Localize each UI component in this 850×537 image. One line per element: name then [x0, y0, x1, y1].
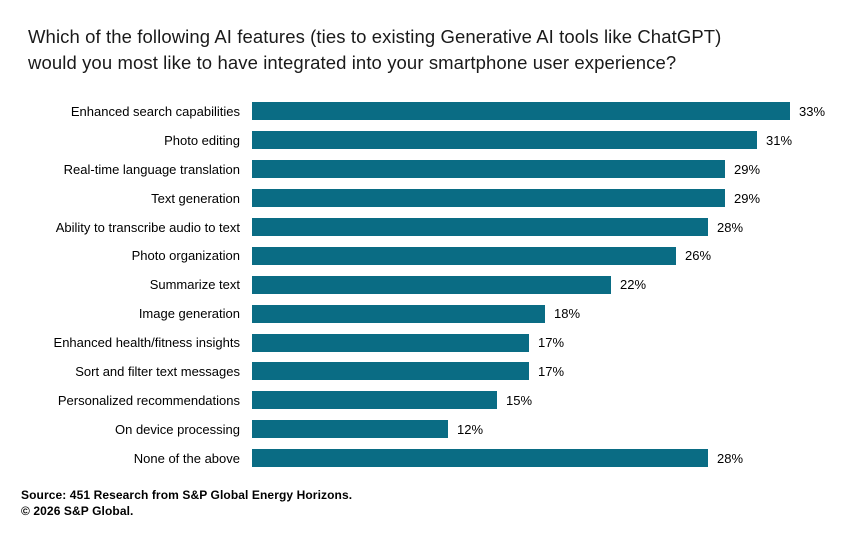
bar-track: 17% [252, 333, 850, 352]
bar [252, 102, 790, 121]
category-label: Summarize text [149, 277, 240, 293]
bar-row: Photo editing 31% [0, 126, 850, 155]
source-line: Source: 451 Research from S&P Global Ene… [21, 488, 353, 502]
bar-track: 28% [252, 449, 850, 468]
bar [252, 218, 708, 236]
category-label: Ability to transcribe audio to text [55, 219, 240, 235]
bar-row: Image generation 18% [0, 299, 850, 328]
bar [252, 362, 529, 381]
value-label: 18% [554, 306, 581, 322]
bar-row: On device processing 12% [0, 415, 850, 444]
category-label: Enhanced search capabilities [70, 103, 240, 119]
bar-track: 12% [252, 420, 850, 439]
category-label: Sort and filter text messages [75, 363, 240, 379]
chart-title-line-1: Which of the following AI features (ties… [28, 26, 722, 47]
category-label: Text generation [151, 190, 240, 206]
value-label: 28% [717, 450, 744, 466]
category-label: Enhanced health/fitness insights [53, 335, 240, 351]
bar-track: 29% [252, 189, 850, 208]
bar-track: 31% [252, 131, 850, 150]
bar-rows: Enhanced search capabilities 33% Photo e… [0, 97, 850, 473]
bar-track: 22% [252, 275, 850, 294]
category-label: Photo editing [164, 132, 240, 148]
bar [252, 391, 497, 410]
category-label: Real-time language translation [63, 161, 240, 177]
bar-track: 18% [252, 304, 850, 323]
value-label: 29% [734, 161, 761, 177]
bar-row: Sort and filter text messages 17% [0, 357, 850, 386]
category-label: Image generation [138, 306, 240, 322]
bar-track: 33% [252, 102, 850, 121]
bar-row: Enhanced search capabilities 33% [0, 97, 850, 126]
bar-track: 15% [252, 391, 850, 410]
category-label: None of the above [133, 450, 240, 466]
chart-title: Which of the following AI features (ties… [28, 24, 721, 76]
bar [252, 333, 529, 352]
bar-track: 28% [252, 218, 850, 236]
value-label: 17% [538, 363, 565, 379]
bar-row: Text generation 29% [0, 184, 850, 213]
bar-row: Real-time language translation 29% [0, 155, 850, 184]
bar-row: Photo organization 26% [0, 241, 850, 270]
copyright-line: © 2026 S&P Global. [21, 504, 134, 518]
bar-row: None of the above 28% [0, 444, 850, 473]
category-label: On device processing [114, 421, 240, 437]
bar [252, 275, 611, 294]
bar-row: Ability to transcribe audio to text 28% [0, 213, 850, 242]
bar-row: Summarize text 22% [0, 270, 850, 299]
value-label: 22% [620, 277, 647, 293]
bar-track: 17% [252, 362, 850, 381]
bar [252, 246, 676, 265]
value-label: 28% [717, 219, 744, 235]
value-label: 31% [766, 132, 793, 148]
bar-row: Personalized recommendations 15% [0, 386, 850, 415]
bar [252, 160, 725, 179]
value-label: 12% [457, 421, 484, 437]
value-label: 17% [538, 335, 565, 351]
bar-chart: Enhanced search capabilities 33% Photo e… [0, 97, 850, 473]
value-label: 26% [685, 248, 712, 264]
category-label: Photo organization [131, 248, 240, 264]
value-label: 29% [734, 190, 761, 206]
category-label: Personalized recommendations [57, 392, 240, 408]
value-label: 15% [506, 392, 533, 408]
bar [252, 189, 725, 208]
bar-row: Enhanced health/fitness insights 17% [0, 328, 850, 357]
bar [252, 449, 708, 468]
source-note: Source: 451 Research from S&P Global Ene… [21, 487, 352, 519]
bar-track: 26% [252, 246, 850, 265]
bar-track: 29% [252, 160, 850, 179]
bar [252, 304, 545, 323]
chart-title-line-2: would you most like to have integrated i… [28, 52, 677, 73]
bar [252, 420, 448, 439]
value-label: 33% [799, 103, 826, 119]
bar [252, 131, 757, 150]
